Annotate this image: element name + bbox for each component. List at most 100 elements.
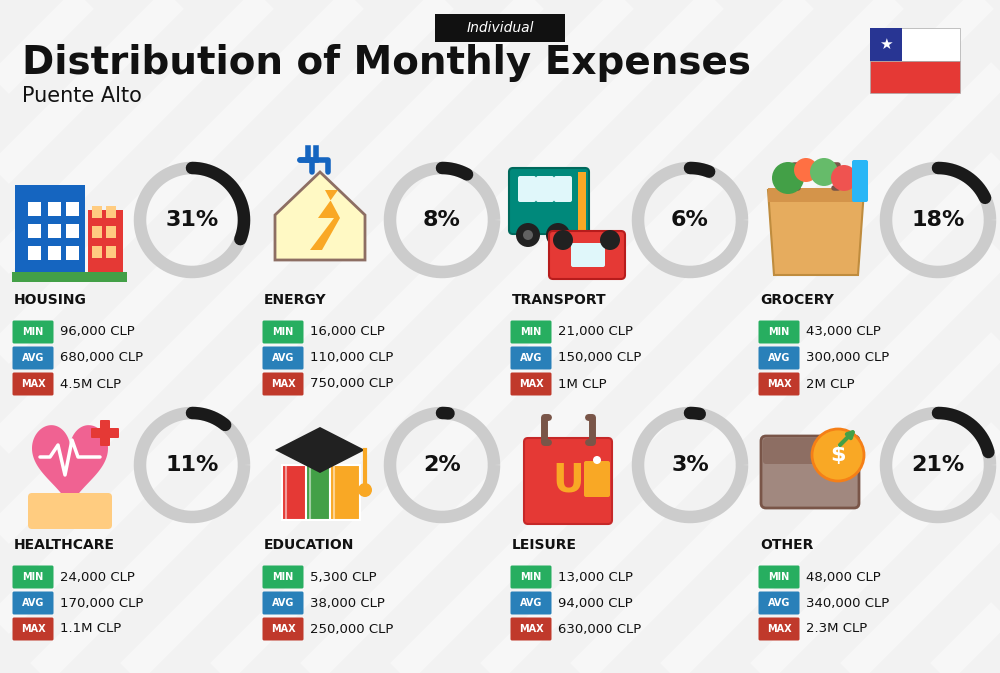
FancyBboxPatch shape: [511, 347, 552, 369]
FancyBboxPatch shape: [12, 320, 54, 343]
Text: MAX: MAX: [21, 379, 45, 389]
Text: MAX: MAX: [271, 624, 295, 634]
Polygon shape: [768, 190, 864, 275]
Text: 2M CLP: 2M CLP: [806, 378, 855, 390]
FancyBboxPatch shape: [28, 202, 41, 216]
Text: 4.5M CLP: 4.5M CLP: [60, 378, 121, 390]
Text: 38,000 CLP: 38,000 CLP: [310, 596, 385, 610]
Text: ★: ★: [879, 37, 893, 52]
Text: AVG: AVG: [520, 598, 542, 608]
FancyBboxPatch shape: [12, 372, 54, 396]
FancyBboxPatch shape: [48, 224, 61, 238]
FancyBboxPatch shape: [536, 176, 554, 202]
Text: 2%: 2%: [423, 455, 461, 475]
Text: 170,000 CLP: 170,000 CLP: [60, 596, 143, 610]
Circle shape: [516, 223, 540, 247]
Text: 11%: 11%: [165, 455, 219, 475]
Text: AVG: AVG: [768, 598, 790, 608]
FancyBboxPatch shape: [308, 442, 332, 460]
Circle shape: [593, 456, 601, 464]
Circle shape: [553, 230, 563, 240]
FancyBboxPatch shape: [12, 347, 54, 369]
Text: Distribution of Monthly Expenses: Distribution of Monthly Expenses: [22, 44, 751, 82]
FancyBboxPatch shape: [91, 428, 119, 438]
FancyBboxPatch shape: [524, 438, 612, 524]
FancyBboxPatch shape: [554, 176, 572, 202]
FancyBboxPatch shape: [509, 168, 589, 234]
FancyBboxPatch shape: [92, 206, 102, 218]
Text: MIN: MIN: [272, 572, 294, 582]
FancyBboxPatch shape: [262, 565, 304, 588]
Text: 250,000 CLP: 250,000 CLP: [310, 623, 393, 635]
Circle shape: [794, 158, 818, 182]
Text: 3%: 3%: [671, 455, 709, 475]
Circle shape: [553, 230, 573, 250]
FancyBboxPatch shape: [28, 224, 41, 238]
FancyBboxPatch shape: [262, 592, 304, 614]
FancyBboxPatch shape: [48, 202, 61, 216]
Text: HEALTHCARE: HEALTHCARE: [14, 538, 115, 552]
FancyBboxPatch shape: [88, 210, 123, 275]
Text: Individual: Individual: [466, 21, 534, 35]
FancyBboxPatch shape: [768, 188, 864, 202]
FancyBboxPatch shape: [763, 438, 857, 464]
FancyBboxPatch shape: [262, 372, 304, 396]
Text: MIN: MIN: [272, 327, 294, 337]
Text: 110,000 CLP: 110,000 CLP: [310, 351, 393, 365]
Text: 13,000 CLP: 13,000 CLP: [558, 571, 633, 583]
Text: 1.1M CLP: 1.1M CLP: [60, 623, 121, 635]
Text: MIN: MIN: [520, 327, 542, 337]
FancyBboxPatch shape: [511, 618, 552, 641]
Text: Puente Alto: Puente Alto: [22, 86, 142, 106]
Text: OTHER: OTHER: [760, 538, 813, 552]
FancyBboxPatch shape: [511, 320, 552, 343]
FancyBboxPatch shape: [870, 28, 902, 61]
FancyBboxPatch shape: [48, 246, 61, 260]
FancyBboxPatch shape: [759, 320, 800, 343]
Text: 94,000 CLP: 94,000 CLP: [558, 596, 633, 610]
FancyBboxPatch shape: [511, 592, 552, 614]
FancyBboxPatch shape: [262, 618, 304, 641]
Text: $: $: [830, 445, 846, 465]
FancyBboxPatch shape: [12, 565, 54, 588]
FancyBboxPatch shape: [511, 372, 552, 396]
FancyBboxPatch shape: [759, 372, 800, 396]
FancyBboxPatch shape: [306, 465, 336, 520]
Text: 21%: 21%: [911, 455, 965, 475]
Text: 1M CLP: 1M CLP: [558, 378, 607, 390]
FancyBboxPatch shape: [28, 246, 41, 260]
Text: MAX: MAX: [519, 379, 543, 389]
FancyBboxPatch shape: [92, 226, 102, 238]
Text: ENERGY: ENERGY: [264, 293, 327, 307]
Text: MIN: MIN: [768, 572, 790, 582]
FancyBboxPatch shape: [511, 565, 552, 588]
Text: 2.3M CLP: 2.3M CLP: [806, 623, 867, 635]
Text: 31%: 31%: [165, 210, 219, 230]
Text: U: U: [552, 461, 584, 499]
Text: 18%: 18%: [911, 210, 965, 230]
FancyBboxPatch shape: [761, 436, 859, 508]
Text: HOUSING: HOUSING: [14, 293, 87, 307]
Text: AVG: AVG: [22, 353, 44, 363]
Text: 43,000 CLP: 43,000 CLP: [806, 326, 881, 339]
Text: 48,000 CLP: 48,000 CLP: [806, 571, 881, 583]
Polygon shape: [310, 190, 340, 250]
Text: AVG: AVG: [22, 598, 44, 608]
FancyBboxPatch shape: [28, 493, 112, 529]
Text: GROCERY: GROCERY: [760, 293, 834, 307]
FancyBboxPatch shape: [759, 618, 800, 641]
Text: 21,000 CLP: 21,000 CLP: [558, 326, 633, 339]
Text: MAX: MAX: [519, 624, 543, 634]
Text: MAX: MAX: [21, 624, 45, 634]
Circle shape: [546, 223, 570, 247]
Text: 150,000 CLP: 150,000 CLP: [558, 351, 641, 365]
FancyBboxPatch shape: [92, 246, 102, 258]
Text: MIN: MIN: [22, 327, 44, 337]
FancyBboxPatch shape: [759, 565, 800, 588]
FancyBboxPatch shape: [262, 320, 304, 343]
Circle shape: [600, 230, 620, 250]
Text: 750,000 CLP: 750,000 CLP: [310, 378, 393, 390]
FancyBboxPatch shape: [435, 14, 565, 42]
Text: 300,000 CLP: 300,000 CLP: [806, 351, 889, 365]
Text: 96,000 CLP: 96,000 CLP: [60, 326, 135, 339]
